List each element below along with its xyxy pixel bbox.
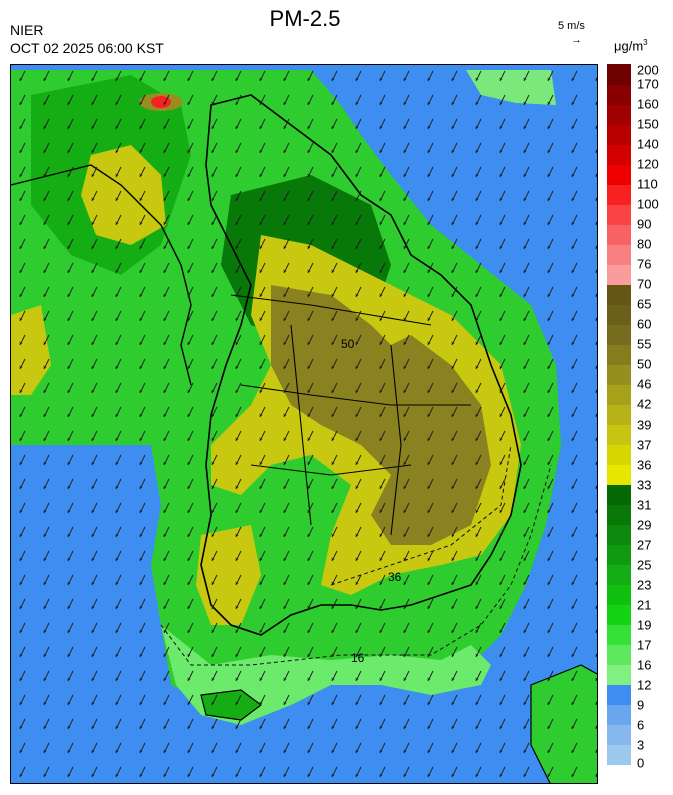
wind-scale-label: 5 m/s	[558, 20, 585, 32]
wind-scale-arrow-icon: →	[571, 34, 582, 46]
colorbar-cell	[607, 664, 631, 686]
contour-36-label: 36	[388, 570, 402, 584]
colorbar-cell	[607, 284, 631, 305]
colorbar-cell	[607, 264, 631, 285]
colorbar-tick-label: 23	[637, 577, 652, 593]
colorbar-tick-label: 170	[637, 76, 659, 92]
colorbar-cell	[607, 104, 631, 125]
colorbar-tick-label: 150	[637, 116, 659, 132]
colorbar-cell	[607, 484, 631, 506]
colorbar-tick-label: 50	[637, 356, 652, 372]
colorbar-cell	[607, 724, 631, 746]
colorbar-tick-label: 36	[637, 457, 652, 473]
colorbar-cell	[607, 324, 631, 345]
colorbar-tick-label: 46	[637, 376, 652, 392]
colorbar-cell	[607, 124, 631, 145]
colorbar-cell	[607, 64, 631, 85]
colorbar-cell	[607, 244, 631, 265]
colorbar-cell	[607, 564, 631, 586]
colorbar-tick-label: 80	[637, 236, 652, 252]
colorbar-cell	[607, 544, 631, 566]
colorbar-tick-label: 31	[637, 497, 652, 513]
colorbar-cell	[607, 224, 631, 245]
colorbar	[607, 64, 631, 766]
colorbar-tick-label: 17	[637, 637, 652, 653]
colorbar-cell	[607, 164, 631, 185]
colorbar-tick-label: 9	[637, 697, 645, 713]
colorbar-cell	[607, 384, 631, 405]
colorbar-cell	[607, 744, 631, 766]
colorbar-cell	[607, 644, 631, 666]
colorbar-tick-label: 110	[637, 176, 658, 192]
colorbar-cell	[607, 584, 631, 606]
colorbar-tick-label: 65	[637, 296, 652, 312]
datetime-label: OCT 02 2025 06:00 KST	[10, 40, 164, 56]
colorbar-cell	[607, 704, 631, 726]
colorbar-cell	[607, 184, 631, 205]
colorbar-cell	[607, 604, 631, 626]
colorbar-tick-label: 90	[637, 216, 652, 232]
colorbar-tick-label: 29	[637, 517, 652, 533]
colorbar-cell	[607, 304, 631, 325]
colorbar-cell	[607, 84, 631, 105]
colorbar-cell	[607, 524, 631, 546]
colorbar-tick-label: 140	[637, 136, 659, 152]
colorbar-tick-label: 19	[637, 617, 652, 633]
colorbar-cell	[607, 464, 631, 486]
colorbar-tick-label: 200	[637, 62, 659, 78]
colorbar-cell	[607, 504, 631, 526]
colorbar-cell	[607, 344, 631, 365]
wind-vector-field	[11, 65, 597, 783]
colorbar-tick-label: 6	[637, 717, 645, 733]
colorbar-tick-label: 42	[637, 396, 652, 412]
colorbar-tick-label: 76	[637, 256, 652, 272]
colorbar-tick-label: 3	[637, 737, 645, 753]
colorbar-tick-label: 21	[637, 597, 652, 613]
colorbar-tick-label: 0	[637, 755, 645, 771]
colorbar-cell	[607, 424, 631, 446]
contour-16-label: 16	[351, 651, 365, 665]
map-title: PM-2.5	[269, 6, 341, 31]
pm25-map[interactable]: 16 36 50	[10, 64, 598, 784]
unit-label: μg/m3	[614, 38, 648, 54]
colorbar-tick-label: 25	[637, 557, 652, 573]
colorbar-cell	[607, 404, 631, 425]
colorbar-cell	[607, 204, 631, 225]
colorbar-tick-label: 60	[637, 316, 652, 332]
colorbar-tick-label: 55	[637, 336, 652, 352]
colorbar-tick-label: 120	[637, 156, 659, 172]
colorbar-tick-label: 160	[637, 96, 659, 112]
contour-50-label: 50	[341, 337, 355, 351]
colorbar-cell	[607, 144, 631, 165]
colorbar-tick-label: 33	[637, 477, 652, 493]
colorbar-cell	[607, 444, 631, 466]
colorbar-tick-label: 27	[637, 537, 652, 553]
colorbar-tick-label: 70	[637, 276, 652, 292]
colorbar-tick-label: 16	[637, 657, 652, 673]
colorbar-cell	[607, 624, 631, 646]
colorbar-tick-label: 37	[637, 437, 652, 453]
colorbar-cell	[607, 684, 631, 706]
colorbar-cell	[607, 364, 631, 385]
colorbar-tick-label: 100	[637, 196, 659, 212]
colorbar-tick-label: 39	[637, 417, 652, 432]
agency-label: NIER	[10, 22, 44, 38]
colorbar-tick-label: 12	[637, 677, 652, 693]
